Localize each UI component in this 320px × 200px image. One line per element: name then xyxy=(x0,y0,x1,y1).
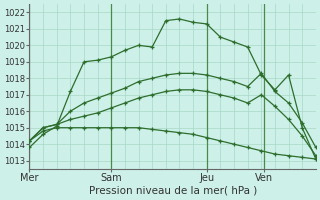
X-axis label: Pression niveau de la mer( hPa ): Pression niveau de la mer( hPa ) xyxy=(89,186,257,196)
